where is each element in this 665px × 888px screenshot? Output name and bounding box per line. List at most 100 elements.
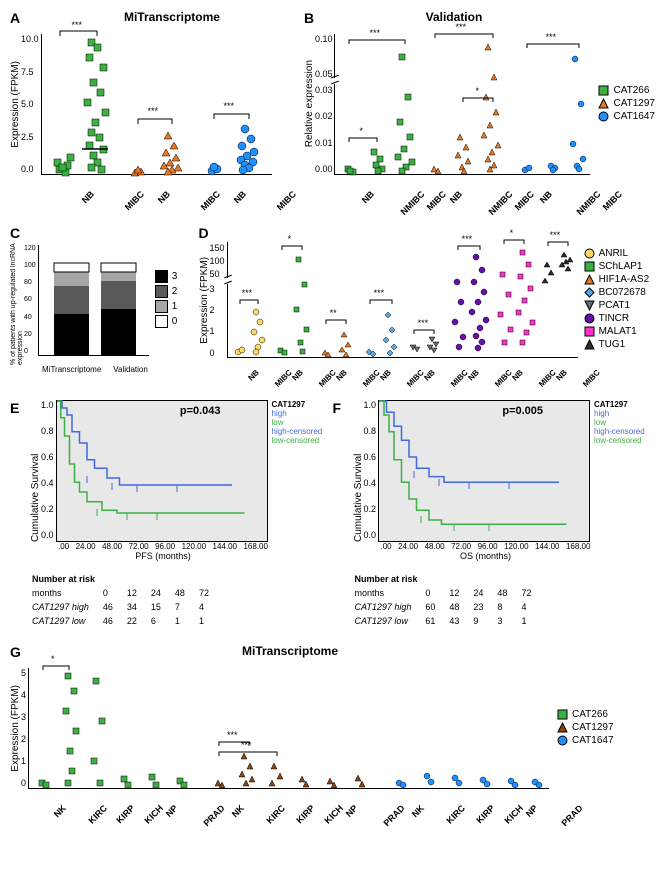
panel-label-b: B (304, 10, 314, 26)
ytick: 5 (21, 668, 26, 678)
risk-cell: 7 (175, 601, 197, 613)
risk-cell: 48 (175, 587, 197, 599)
xtick: NP (344, 803, 360, 819)
legend-label: BC072678 (599, 287, 646, 298)
ylabel-a: Expression (FPKM) (10, 61, 21, 148)
ytick: 0.0 (364, 530, 377, 540)
legend-label: CAT266 (613, 85, 649, 96)
legend-label: CAT266 (572, 709, 608, 720)
panel-f: F Cumulative Survival 0.0 0.2 0.4 0.6 0.… (333, 400, 656, 629)
xtick: KIRC (264, 803, 287, 826)
risk-cell: 72 (521, 587, 543, 599)
legend-item: 1 (155, 300, 178, 313)
km-plot-e: p=0.043 (56, 400, 268, 542)
sig: *** (241, 740, 252, 750)
sig: *** (418, 318, 429, 328)
risk-table-e: Number at risk months012244872 CAT1297 h… (30, 571, 223, 629)
xtick: NB (538, 189, 554, 205)
chart-area-c (38, 245, 149, 356)
risk-cell: 23 (473, 601, 495, 613)
ytick: 0 (210, 348, 225, 358)
legend-label: low (272, 418, 323, 427)
legend-label: PCAT1 (599, 300, 631, 311)
legend-item: TINCR (584, 313, 650, 324)
legend-item: CAT1297 (557, 722, 614, 733)
xtick: NB (378, 368, 393, 383)
ytick: 0.8 (41, 426, 54, 436)
risk-cell: 9 (473, 615, 495, 627)
legend-label: low-censored (272, 436, 323, 445)
legend-item: MALAT1 (584, 326, 650, 337)
legend-label: MALAT1 (599, 326, 637, 337)
legend-item: 0 (155, 315, 178, 328)
xtick: NP (164, 803, 180, 819)
xtick: 120.00 (182, 542, 206, 551)
legend-item: ANRIL (584, 248, 650, 259)
panel-g: G MiTranscriptome Expression (FPKM) 5 4 … (10, 644, 660, 828)
xtick: NK (52, 803, 68, 819)
chart-area-d: *** * ** *** *** *** * *** (227, 242, 578, 358)
sig: * (51, 654, 55, 664)
xtick: MIBC (601, 189, 624, 212)
panel-label-e: E (10, 400, 19, 416)
legend-label: 2 (172, 286, 178, 297)
xtick: MIBC (493, 368, 514, 389)
panel-label-a: A (10, 10, 20, 26)
legend-label: ANRIL (599, 248, 628, 259)
xtick: NB (156, 189, 172, 205)
xtick: KICH (142, 803, 165, 826)
legend-item: CAT266 (598, 85, 655, 96)
xtick: NB (290, 368, 305, 383)
xtick: Validation (113, 365, 148, 374)
sig: * (288, 234, 292, 244)
risk-months-label: months (32, 587, 101, 599)
legend-item: 3 (155, 270, 178, 283)
risk-cell: 1 (521, 615, 543, 627)
risk-cell: 1 (199, 615, 221, 627)
xtick: NB (80, 189, 96, 205)
xtick: NB (232, 189, 248, 205)
ytick: 0.2 (41, 504, 54, 514)
xtick: 96.00 (155, 542, 175, 551)
panel-b: B Validation Relative expression 0.10 0.… (304, 10, 655, 215)
legend-label: low-censored (594, 436, 645, 445)
legend-label: CAT1647 (572, 735, 614, 746)
ytick: 0.01 (315, 138, 333, 148)
risk-header: Number at risk (32, 573, 221, 585)
risk-cell: 0 (425, 587, 447, 599)
risk-cell: 8 (497, 601, 519, 613)
ylabel-g: Expression (FPKM) (10, 685, 21, 772)
ytick: 0.4 (41, 478, 54, 488)
xtick: PRAD (201, 803, 226, 828)
xtick: MIBC (513, 189, 536, 212)
legend-item: SChLAP1 (584, 261, 650, 272)
xtick: NB (246, 368, 261, 383)
ytick: 60 (24, 296, 36, 303)
legend-label: high-censored (594, 427, 645, 436)
legend-label: 0 (172, 316, 178, 327)
panel-label-g: G (10, 644, 21, 660)
ytick: 2.5 (21, 132, 39, 142)
xtick: NB (422, 368, 437, 383)
risk-row-label: CAT1297 low (32, 615, 101, 627)
xtick: MIBC (361, 368, 382, 389)
xtick: MIBC (199, 189, 222, 212)
risk-cell: 24 (473, 587, 495, 599)
ytick: 40 (24, 314, 36, 321)
xtick: MIBC (425, 189, 448, 212)
risk-cell: 12 (127, 587, 149, 599)
xtick: NB (466, 368, 481, 383)
risk-cell: 15 (151, 601, 173, 613)
xtick: KICH (502, 803, 525, 826)
xtick: NK (410, 803, 426, 819)
xlabel-e: PFS (months) (58, 551, 268, 561)
scatter-b (335, 34, 590, 174)
panel-e: E Cumulative Survival 0.0 0.2 0.4 0.6 0.… (10, 400, 333, 629)
xtick: 48.00 (102, 542, 122, 551)
ytick: 0.6 (41, 452, 54, 462)
chart-area-b: * *** *** * *** (334, 34, 590, 175)
legend-item: CAT1647 (557, 735, 614, 746)
legend-item: CAT1297 (598, 98, 655, 109)
risk-cell: 48 (449, 601, 471, 613)
risk-cell: 72 (199, 587, 221, 599)
